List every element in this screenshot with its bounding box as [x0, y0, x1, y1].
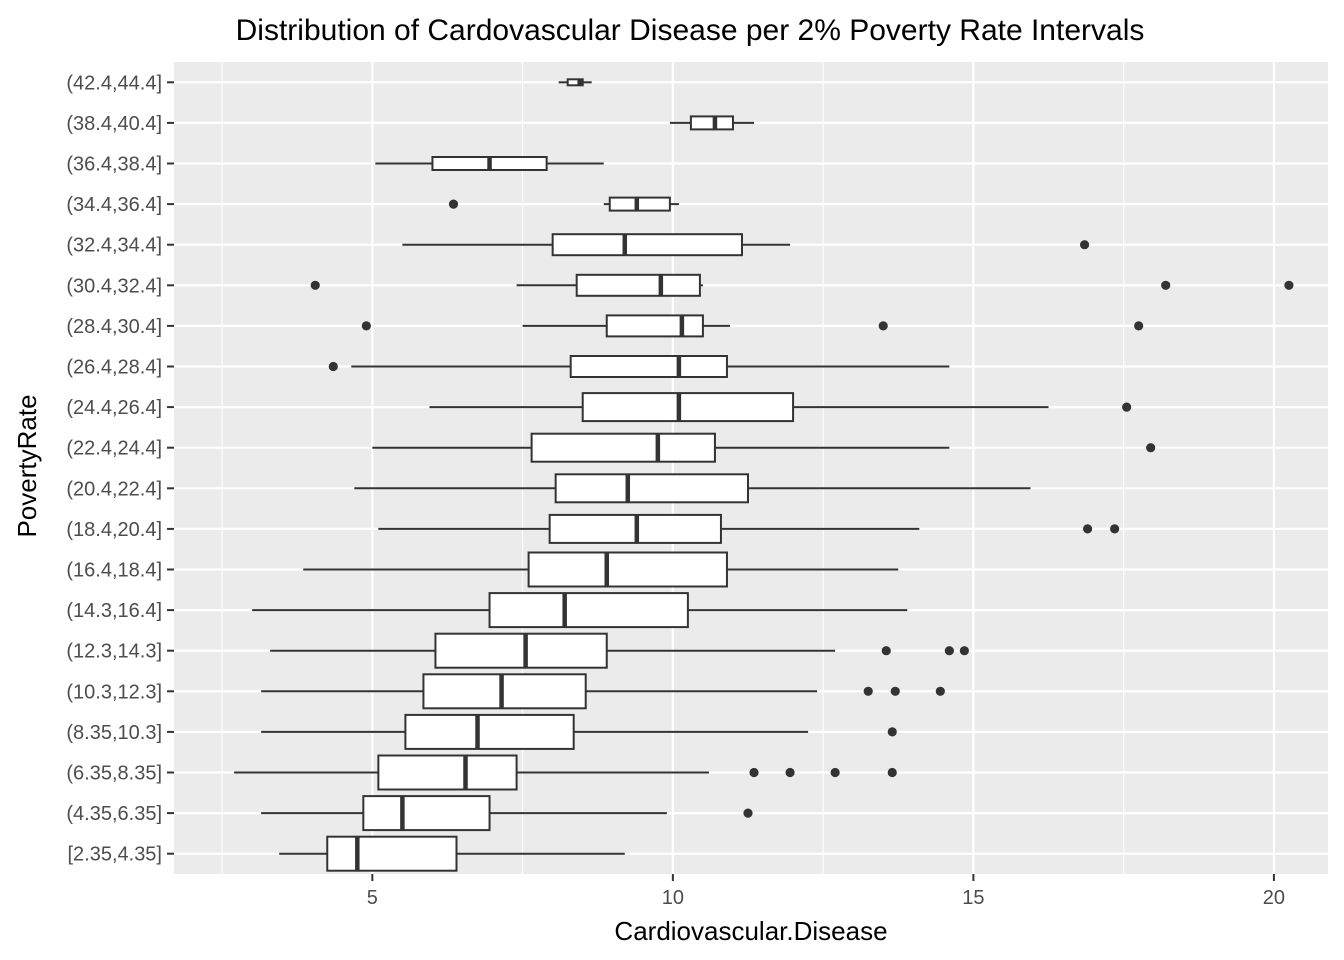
- y-tick-label: (6.35,8.35]: [66, 763, 162, 785]
- outlier-point: [328, 361, 338, 372]
- panel-background: [174, 62, 1328, 874]
- x-axis-title: Cardiovascular.Disease: [614, 916, 887, 946]
- box-group: [558, 78, 592, 87]
- box-iqr: [530, 432, 716, 463]
- box-iqr: [434, 632, 608, 669]
- outlier-point: [935, 686, 945, 696]
- x-tick-label: 10: [662, 887, 684, 909]
- outlier-point: [878, 321, 888, 331]
- outlier-point: [1082, 524, 1093, 534]
- y-tick-label: (30.4,32.4]: [66, 275, 162, 297]
- y-axis-title: PovertyRate: [12, 394, 42, 537]
- y-tick-label: (4.35,6.35]: [66, 803, 162, 825]
- box-iqr: [527, 551, 728, 588]
- y-axis-ticks: [2.35,4.35] (4.35,6.35] (6.35,8.35] (8.35,1…: [66, 72, 174, 866]
- outlier-point: [887, 767, 897, 778]
- x-tick-label: 15: [962, 887, 984, 909]
- box-iqr: [608, 196, 671, 212]
- box-group: [361, 314, 1144, 338]
- y-tick-label: [2.35,4.35]: [67, 844, 162, 866]
- outlier-point: [448, 199, 459, 209]
- outlier-point: [743, 808, 753, 818]
- y-tick-label: (34.4,36.4]: [66, 194, 162, 216]
- outlier-point: [1146, 443, 1156, 453]
- box-group: [378, 513, 1120, 544]
- y-tick-label: (8.35,10.3]: [66, 722, 162, 744]
- outlier-point: [1110, 524, 1120, 534]
- outlier-point: [830, 767, 840, 778]
- box-group: [448, 196, 679, 212]
- box-group: [261, 795, 753, 832]
- box-group: [270, 632, 969, 669]
- y-tick-label: (22.4,24.4]: [66, 438, 162, 460]
- box-group: [310, 273, 1294, 297]
- y-tick-label: (14.3,16.4]: [66, 600, 162, 622]
- y-tick-label: (20.4,22.4]: [66, 478, 162, 500]
- outlier-point: [944, 646, 954, 656]
- y-tick-label: (28.4,30.4]: [66, 316, 162, 338]
- outlier-point: [1161, 280, 1171, 290]
- chart-title: Distribution of Cardovascular Disease pe…: [236, 14, 1145, 47]
- outlier-point: [1079, 240, 1090, 250]
- outlier-point: [1122, 402, 1132, 412]
- box-iqr: [566, 78, 584, 87]
- box-iqr: [569, 355, 728, 378]
- box-group: [261, 713, 897, 750]
- box-group: [328, 355, 950, 378]
- box-iqr: [404, 713, 575, 750]
- box-group: [303, 551, 899, 588]
- y-tick-label: (42.4,44.4]: [66, 72, 162, 94]
- box-group: [261, 673, 945, 710]
- y-tick-label: (18.4,20.4]: [66, 519, 162, 541]
- box-series: [234, 78, 1294, 872]
- x-axis-ticks: 5 10 15 20: [367, 874, 1285, 909]
- x-tick-label: 5: [367, 887, 378, 909]
- box-iqr: [605, 314, 704, 338]
- x-tick-label: 20: [1263, 887, 1285, 909]
- box-group: [375, 156, 604, 171]
- box-iqr: [326, 835, 458, 872]
- box-group: [234, 754, 897, 791]
- box-iqr: [377, 754, 518, 791]
- box-group: [279, 835, 625, 872]
- y-tick-label: (12.3,14.3]: [66, 641, 162, 663]
- y-tick-label: (32.4,34.4]: [66, 235, 162, 257]
- y-tick-label: (26.4,28.4]: [66, 357, 162, 379]
- box-group: [252, 592, 908, 629]
- box-iqr: [488, 592, 689, 629]
- y-tick-label: (16.4,18.4]: [66, 560, 162, 582]
- box-iqr: [554, 473, 749, 504]
- outlier-point: [310, 280, 320, 290]
- plot-panel: [174, 62, 1328, 874]
- outlier-point: [1284, 280, 1294, 290]
- box-group: [402, 233, 1090, 257]
- outlier-point: [785, 767, 795, 778]
- box-iqr: [362, 795, 491, 832]
- outlier-point: [749, 767, 759, 778]
- y-tick-label: (24.4,26.4]: [66, 397, 162, 419]
- box-iqr: [581, 392, 795, 423]
- y-tick-label: (10.3,12.3]: [66, 681, 162, 703]
- outlier-point: [887, 727, 897, 737]
- outlier-point: [959, 646, 969, 656]
- box-group: [372, 432, 1156, 463]
- outlier-point: [890, 686, 900, 696]
- outlier-point: [361, 321, 371, 331]
- box-iqr: [689, 115, 734, 131]
- box-group: [354, 473, 1031, 504]
- box-group: [669, 115, 755, 131]
- y-tick-label: (38.4,40.4]: [66, 113, 162, 135]
- outlier-point: [863, 686, 873, 696]
- outlier-point: [1134, 321, 1144, 331]
- outlier-point: [881, 646, 891, 656]
- y-tick-label: (36.4,38.4]: [66, 154, 162, 176]
- box-group: [429, 392, 1132, 423]
- box-iqr: [551, 233, 743, 257]
- box-iqr: [575, 273, 701, 297]
- box-iqr: [422, 673, 587, 710]
